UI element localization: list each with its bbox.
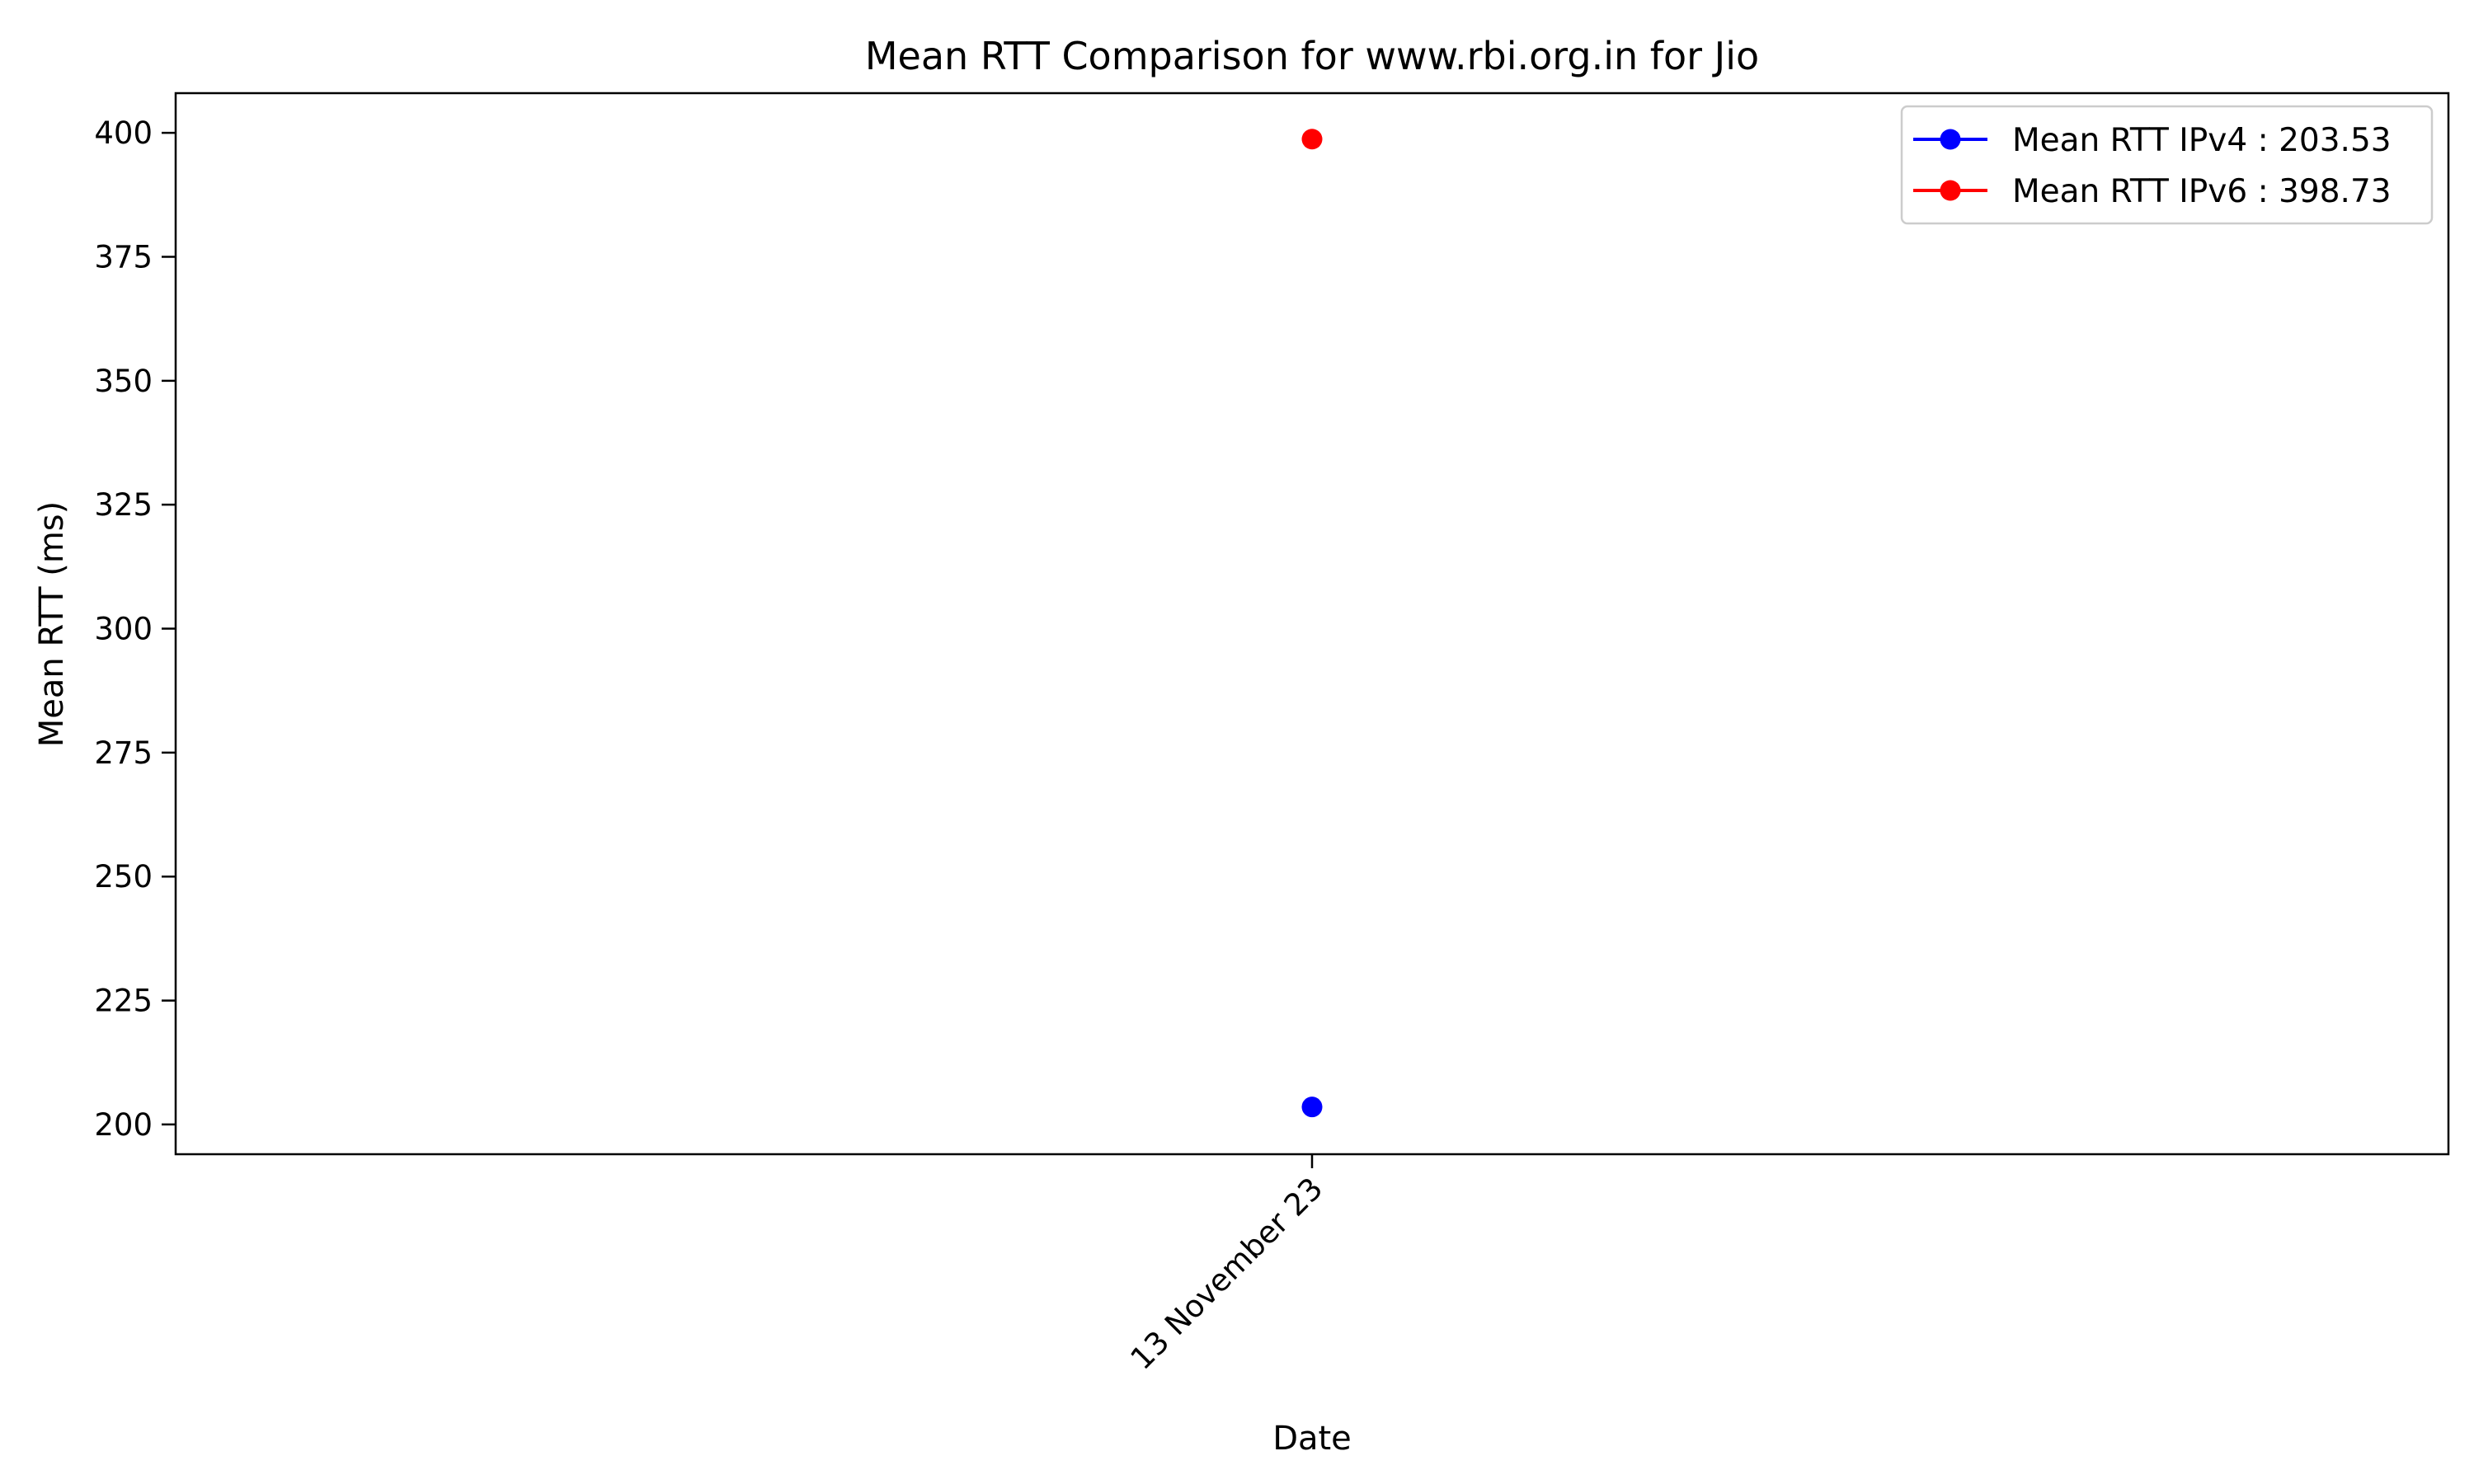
y-tick-label: 375 (94, 239, 153, 275)
y-axis-label: Mean RTT (ms) (33, 501, 71, 747)
data-point (1301, 129, 1323, 150)
series-ipv4 (1301, 1097, 1323, 1118)
legend-label: Mean RTT IPv6 : 398.73 (2012, 173, 2392, 210)
y-tick-label: 300 (94, 612, 153, 647)
y-tick-label: 200 (94, 1107, 153, 1143)
y-tick-label: 350 (94, 364, 153, 399)
y-tick-label: 275 (94, 735, 153, 771)
y-tick-label: 250 (94, 859, 153, 895)
y-tick-label: 225 (94, 984, 153, 1019)
series-layer (1301, 129, 1323, 1118)
y-tick-label: 400 (94, 115, 153, 151)
chart-title: Mean RTT Comparison for www.rbi.org.in f… (865, 34, 1759, 78)
y-axis: 200 225 250 275 300 325 350 375 400 (94, 115, 176, 1143)
data-point (1301, 1097, 1323, 1118)
x-axis-label: Date (1272, 1420, 1352, 1458)
legend-marker (1940, 180, 1961, 201)
legend-label: Mean RTT IPv4 : 203.53 (2012, 122, 2392, 159)
legend-marker (1940, 129, 1961, 150)
y-tick-label: 325 (94, 487, 153, 523)
legend: Mean RTT IPv4 : 203.53 Mean RTT IPv6 : 39… (1900, 105, 2434, 225)
legend-box (1900, 105, 2434, 225)
series-ipv6 (1301, 129, 1323, 150)
